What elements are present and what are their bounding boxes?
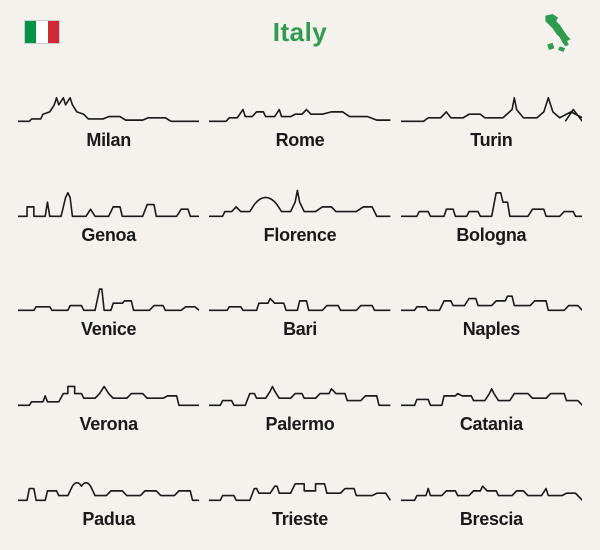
city-cell: Palermo <box>209 354 390 435</box>
city-label: Genoa <box>81 225 136 246</box>
skyline-icon <box>401 370 582 410</box>
city-cell: Genoa <box>18 165 199 246</box>
city-cell: Venice <box>18 260 199 341</box>
skyline-icon <box>209 275 390 315</box>
city-cell: Catania <box>401 354 582 435</box>
skyline-icon <box>209 370 390 410</box>
skyline-icon <box>209 181 390 221</box>
city-label: Bologna <box>456 225 526 246</box>
skyline-icon <box>209 86 390 126</box>
city-cell: Bari <box>209 260 390 341</box>
city-cell: Brescia <box>401 449 582 530</box>
city-label: Turin <box>470 130 512 151</box>
city-label: Catania <box>460 414 523 435</box>
city-label: Padua <box>82 509 135 530</box>
flag-stripe-green <box>25 21 36 43</box>
skyline-icon <box>401 275 582 315</box>
skyline-icon <box>209 465 390 505</box>
skyline-icon <box>18 86 199 126</box>
skyline-icon <box>401 86 582 126</box>
page-title: Italy <box>273 17 328 48</box>
city-cell: Florence <box>209 165 390 246</box>
city-label: Florence <box>264 225 337 246</box>
city-cell: Naples <box>401 260 582 341</box>
city-label: Bari <box>283 319 317 340</box>
city-cell: Rome <box>209 70 390 151</box>
skyline-icon <box>18 370 199 410</box>
italy-flag-icon <box>24 20 60 44</box>
header: Italy <box>18 12 582 52</box>
italy-map-path <box>545 14 570 52</box>
city-label: Palermo <box>266 414 335 435</box>
city-label: Verona <box>80 414 138 435</box>
city-cell: Trieste <box>209 449 390 530</box>
cities-grid: Milan Rome Turin Genoa Florence Bologna Venice… <box>18 70 582 530</box>
skyline-icon <box>18 181 199 221</box>
city-cell: Padua <box>18 449 199 530</box>
city-label: Naples <box>463 319 520 340</box>
skyline-icon <box>18 275 199 315</box>
italy-map-icon <box>540 12 576 52</box>
flag-stripe-white <box>36 21 47 43</box>
skyline-icon <box>401 465 582 505</box>
city-cell: Milan <box>18 70 199 151</box>
skyline-icon <box>401 181 582 221</box>
city-label: Brescia <box>460 509 523 530</box>
skyline-icon <box>18 465 199 505</box>
city-label: Milan <box>86 130 131 151</box>
city-label: Venice <box>81 319 136 340</box>
city-cell: Turin <box>401 70 582 151</box>
city-cell: Bologna <box>401 165 582 246</box>
city-label: Rome <box>276 130 325 151</box>
flag-stripe-red <box>48 21 59 43</box>
city-cell: Verona <box>18 354 199 435</box>
city-label: Trieste <box>272 509 328 530</box>
